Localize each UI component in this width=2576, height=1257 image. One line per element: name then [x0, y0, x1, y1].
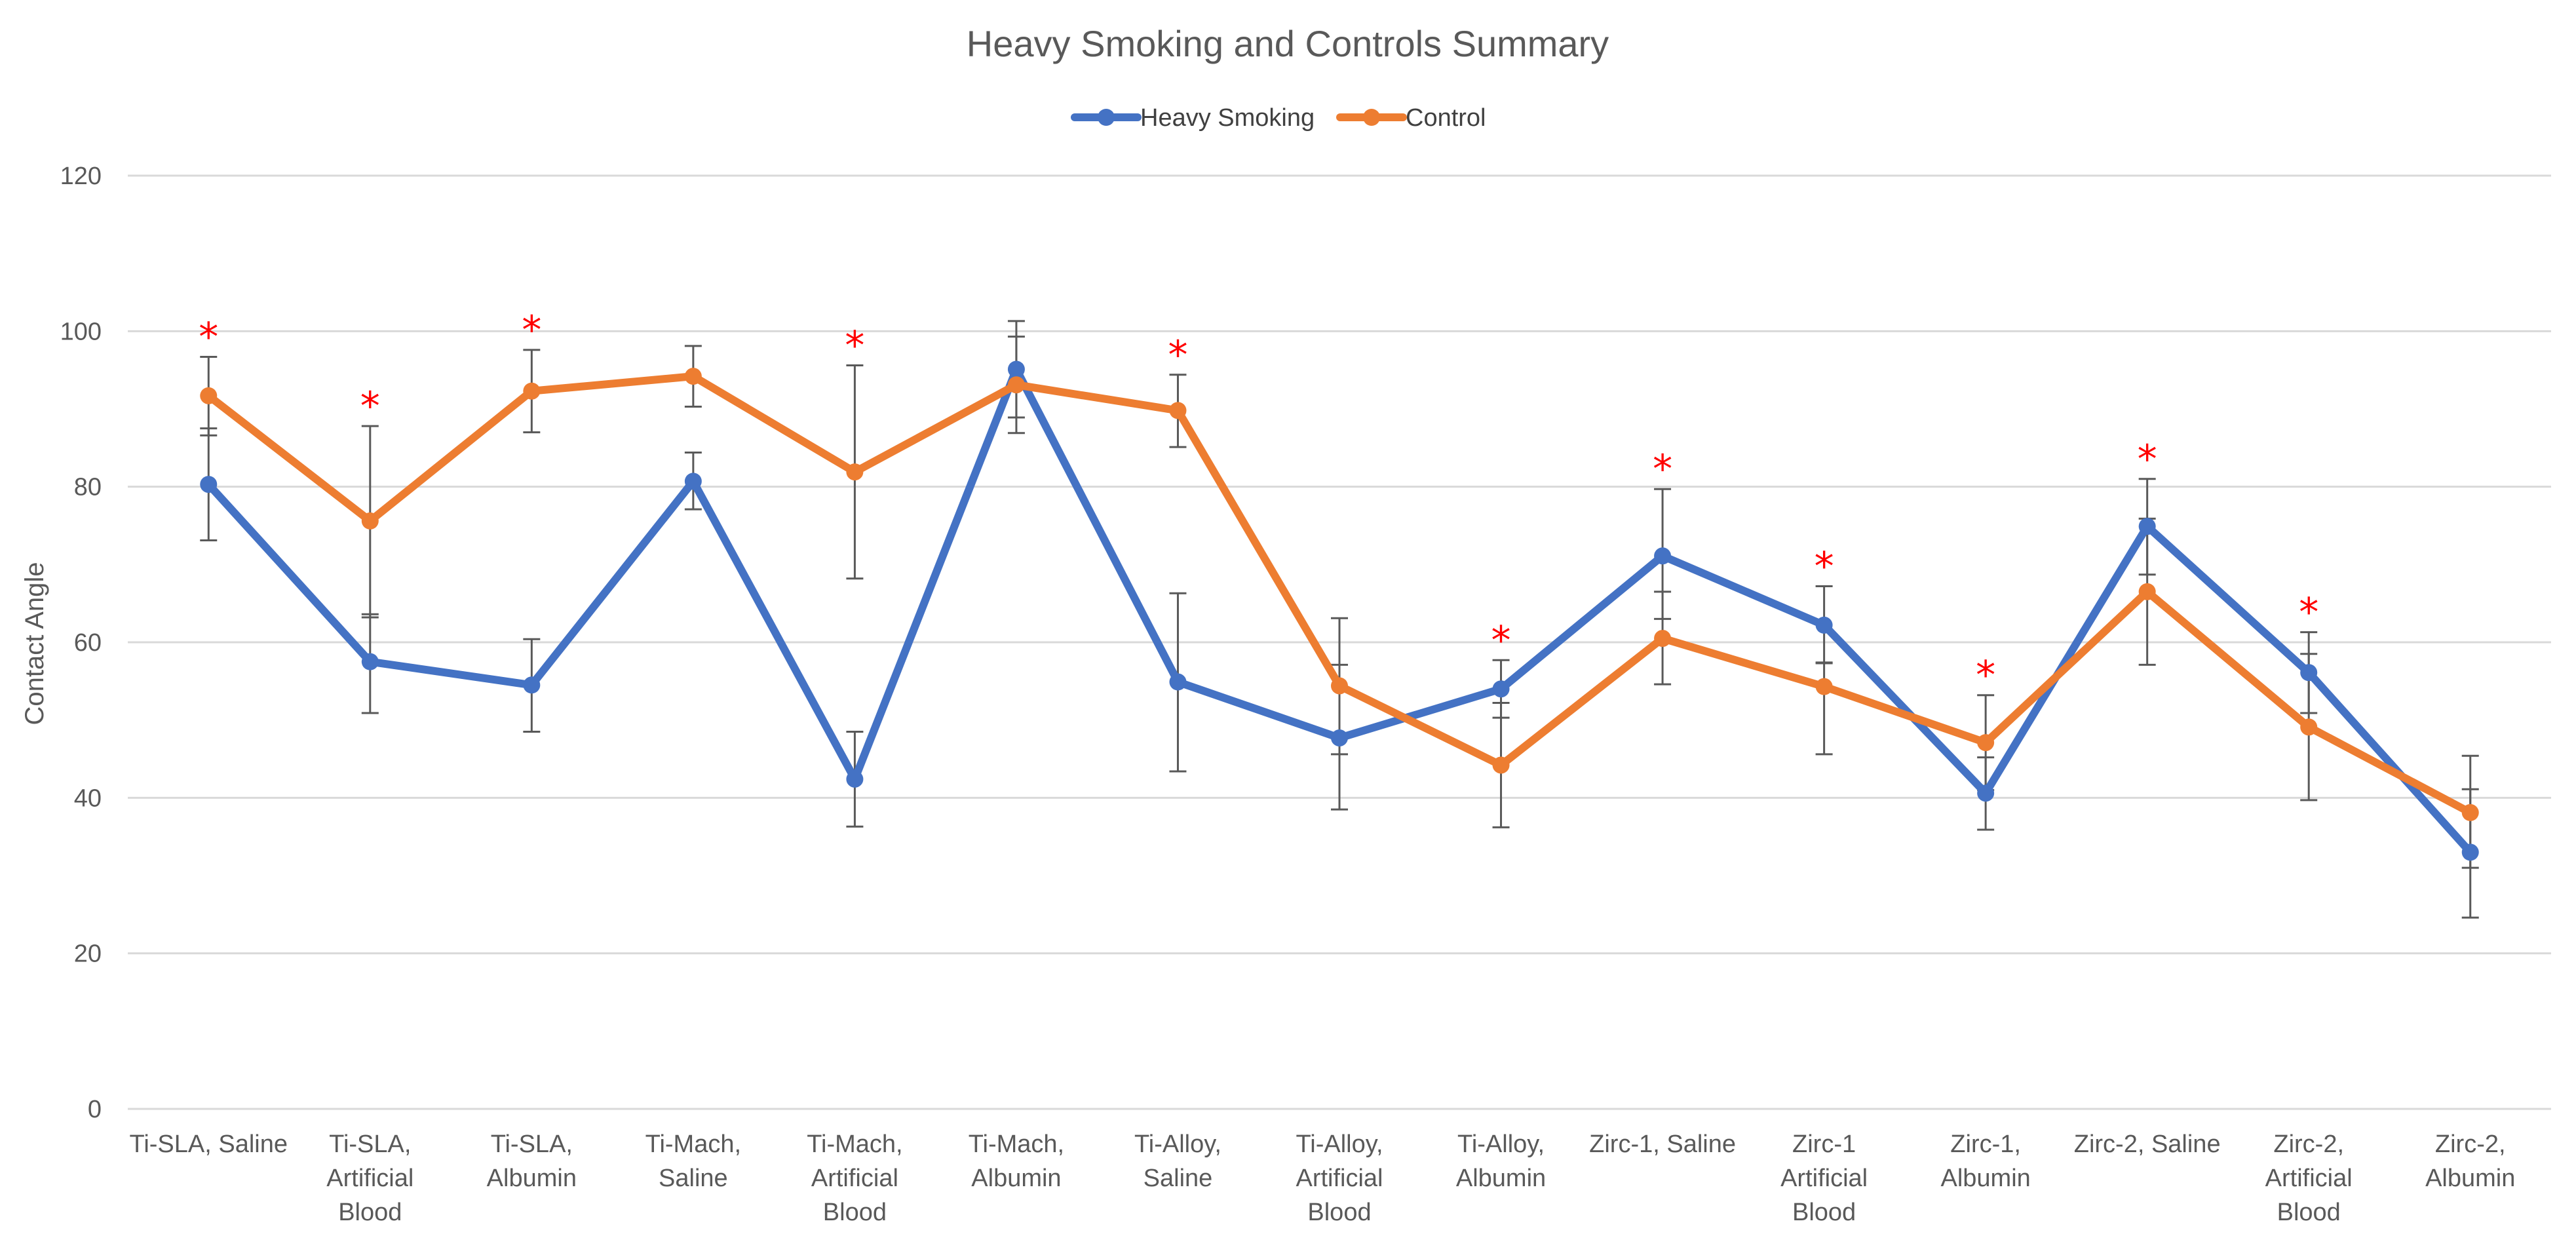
x-tick-label: Ti-SLA, Albumin [487, 1131, 577, 1192]
x-tick-label: Ti-Alloy, Saline [1134, 1131, 1221, 1192]
legend-label: Control [1406, 104, 1486, 132]
legend-label: Heavy Smoking [1140, 104, 1315, 132]
chart-title: Heavy Smoking and Controls Summary [967, 23, 1609, 64]
data-point [684, 473, 702, 490]
x-tick-label: Zirc-2, Albumin [2425, 1131, 2515, 1192]
data-point [684, 368, 702, 385]
data-point [2300, 664, 2318, 682]
data-point [1331, 677, 1348, 695]
data-point [846, 463, 864, 481]
data-point [1492, 756, 1510, 774]
significance-star: * [199, 314, 218, 360]
data-point [200, 387, 218, 404]
x-tick-label: Ti-Mach, Saline [645, 1131, 741, 1192]
y-axis-title: Contact Angle [20, 562, 49, 725]
data-point [1331, 729, 1348, 746]
x-tick-label: Zirc-1, Saline [1589, 1131, 1736, 1158]
data-point [361, 653, 379, 670]
data-point [1815, 678, 1833, 695]
data-point [1654, 547, 1672, 565]
legend-swatch-marker [1098, 109, 1115, 126]
legend: Heavy Smoking Control [1071, 104, 1486, 132]
y-tick-label: 120 [60, 163, 102, 190]
data-point [2461, 843, 2479, 861]
legend-entry: Heavy Smoking [1071, 104, 1315, 132]
legend-swatch-marker [1363, 109, 1380, 126]
significance-star: * [1815, 544, 1834, 590]
data-point [1007, 360, 1025, 378]
data-point [2138, 583, 2156, 600]
x-tick-label: Ti-Alloy, Artificial Blood [1296, 1131, 1383, 1226]
x-tick-label: Ti-Mach, Artificial Blood [807, 1131, 902, 1226]
significance-star: * [522, 307, 541, 353]
y-tick-label: 0 [88, 1096, 102, 1123]
data-point [2138, 518, 2156, 535]
data-point [200, 476, 218, 493]
y-tick-label: 40 [74, 784, 102, 812]
data-point [1654, 630, 1672, 648]
x-tick-label: Ti-SLA, Saline [130, 1131, 288, 1158]
y-tick-label: 20 [74, 940, 102, 968]
data-point [2461, 803, 2479, 821]
significance-star: * [2138, 436, 2157, 482]
data-point [1169, 673, 1187, 691]
y-axis-ticks: 0 20 40 60 80 100 120 [60, 163, 102, 1123]
data-point [846, 770, 864, 788]
data-points [200, 360, 2479, 861]
significance-star: * [1168, 332, 1187, 378]
x-tick-label: Zirc-1 Artificial Blood [1780, 1131, 1868, 1226]
x-tick-label: Ti-Mach, Albumin [969, 1131, 1064, 1192]
data-point [523, 676, 541, 694]
x-tick-label: Ti-SLA, Artificial Blood [326, 1131, 413, 1226]
significance-star: * [1976, 653, 1995, 699]
legend-entry: Control [1336, 104, 1486, 132]
significance-markers: * * * * * * * * * * * [199, 307, 2318, 699]
x-tick-label: Ti-Alloy, Albumin [1456, 1131, 1546, 1192]
data-point [2300, 718, 2318, 736]
data-point [1169, 402, 1187, 419]
data-point [1007, 376, 1025, 394]
data-point [361, 512, 379, 530]
significance-star: * [1491, 617, 1511, 663]
data-point [523, 382, 541, 400]
significance-star: * [2299, 590, 2318, 636]
data-point [1977, 784, 1995, 802]
y-tick-label: 60 [74, 629, 102, 657]
data-point [1815, 616, 1833, 634]
x-tick-label: Zirc-2, Saline [2074, 1131, 2221, 1158]
x-tick-label: Zirc-1, Albumin [1940, 1131, 2030, 1192]
error-bars [200, 320, 2479, 919]
significance-star: * [1653, 446, 1672, 492]
data-point [1977, 734, 1995, 752]
y-tick-label: 100 [60, 318, 102, 345]
significance-star: * [845, 323, 864, 369]
y-tick-label: 80 [74, 474, 102, 501]
x-axis-ticks: Ti-SLA, Saline Ti-SLA, Artificial Blood Ti-S… [130, 1131, 2516, 1226]
data-point [1492, 680, 1510, 698]
error-bar [1815, 661, 1833, 756]
significance-star: * [360, 383, 380, 429]
x-tick-label: Zirc-2, Artificial Blood [2265, 1131, 2353, 1226]
